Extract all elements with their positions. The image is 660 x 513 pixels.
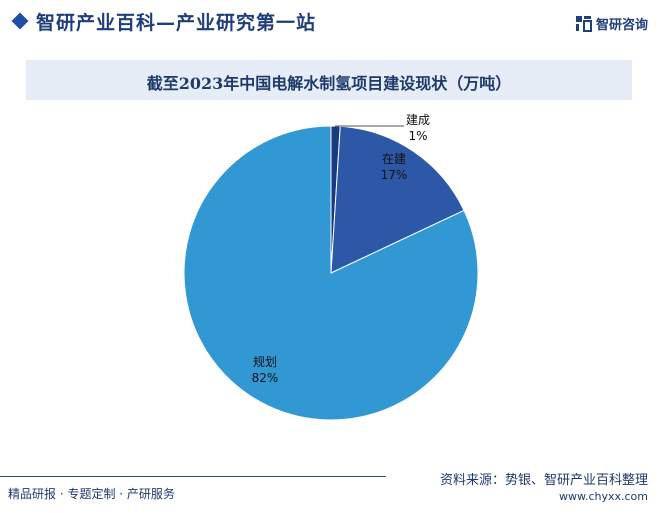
logo-icon — [575, 15, 592, 32]
pie-slice-3 — [183, 125, 479, 421]
chart-title-band: 截至2023年中国电解水制氢项目建设现状（万吨） — [26, 60, 632, 100]
slice-value-1: 1% — [408, 129, 427, 143]
site-url[interactable]: www.chyxx.com — [558, 490, 648, 503]
logo-text: 智研咨询 — [595, 17, 648, 33]
chart-title: 截至2023年中国电解水制氢项目建设现状（万吨） — [146, 74, 512, 93]
site-title: 智研产业百科—产业研究第一站 — [36, 12, 317, 34]
data-source: 资料来源：势银、智研产业百科整理 — [439, 473, 648, 488]
slice-label-3: 规划 — [253, 354, 277, 369]
brand-logo[interactable]: 智研咨询 — [575, 14, 648, 33]
slice-value-2: 17% — [381, 168, 408, 182]
footer-divider — [0, 476, 386, 477]
footer-tagline: 精品研报 · 专题定制 · 产研服务 — [8, 487, 175, 501]
slice-label-2: 在建 — [382, 152, 406, 166]
slice-value-3: 82% — [252, 371, 279, 385]
pie-slice-2 — [330, 125, 465, 274]
header: 智研产业百科—产业研究第一站 智研咨询 — [0, 0, 660, 44]
slice-label-1: 建成 — [406, 113, 430, 127]
